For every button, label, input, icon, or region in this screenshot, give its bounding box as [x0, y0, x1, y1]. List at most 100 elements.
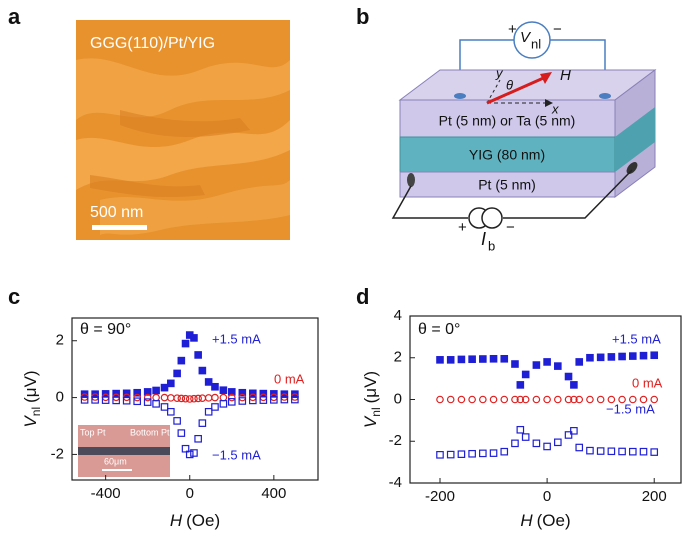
data-point — [122, 389, 131, 398]
data-point — [543, 395, 551, 404]
scale-bar-label: 500 nm — [90, 204, 143, 221]
data-point — [521, 433, 530, 441]
data-point — [211, 393, 219, 402]
inset-band — [78, 447, 170, 455]
data-point — [211, 382, 219, 391]
data-point — [489, 449, 498, 457]
data-point — [564, 395, 573, 404]
data-point — [160, 383, 169, 392]
y-tick-label: 0 — [394, 390, 402, 407]
data-point — [543, 442, 551, 451]
data-point — [80, 396, 89, 404]
data-point — [436, 451, 444, 459]
panel-letter: d — [356, 284, 369, 309]
data-point — [446, 450, 455, 459]
panel-letter: c — [8, 284, 20, 309]
series-label: −1.5 mA — [606, 401, 655, 416]
data-point — [532, 395, 541, 404]
x-axis-symbol: H — [170, 511, 183, 530]
data-point — [468, 395, 476, 404]
data-point — [167, 407, 175, 416]
data-point — [596, 353, 605, 362]
data-point — [133, 388, 141, 397]
data-point — [91, 396, 99, 404]
data-point — [457, 395, 466, 404]
y-axis-unit: (μV) — [361, 371, 380, 403]
data-point — [198, 394, 207, 402]
data-point — [143, 393, 152, 402]
data-point — [219, 400, 228, 408]
data-point — [521, 395, 530, 404]
data-point — [457, 450, 466, 458]
data-point — [516, 381, 525, 389]
inset-label: Top Pt — [80, 427, 106, 437]
current-plus: + — [458, 219, 467, 236]
y-tick-label: 4 — [394, 307, 402, 324]
data-point — [152, 393, 160, 402]
y-tick-label: 0 — [56, 389, 64, 406]
data-point — [468, 355, 476, 364]
data-point — [238, 388, 247, 397]
annotation: θ = 0° — [418, 321, 460, 338]
data-point — [227, 393, 236, 402]
y-axis-sub: nl — [369, 407, 383, 416]
data-point — [152, 400, 160, 408]
series-label: +1.5 mA — [612, 331, 661, 346]
data-point — [219, 393, 228, 402]
inset-label: 60μm — [104, 456, 127, 466]
voltmeter-plus: + — [508, 21, 517, 38]
voltmeter-minus: − — [553, 21, 562, 38]
data-point — [639, 351, 648, 360]
data-point — [101, 396, 110, 404]
y-axis-symbol: V — [361, 415, 380, 428]
data-point — [564, 372, 573, 381]
data-point — [516, 395, 525, 404]
data-point — [219, 386, 228, 394]
data-point — [479, 395, 487, 404]
data-point — [575, 358, 584, 366]
data-point — [259, 396, 268, 404]
data-point — [500, 354, 509, 363]
data-point — [511, 395, 519, 404]
data-point — [618, 447, 626, 456]
x-axis-label: H (Oe) — [520, 511, 570, 530]
data-point — [280, 395, 289, 404]
data-point — [446, 395, 455, 404]
data-point — [436, 356, 444, 364]
data-point — [543, 358, 551, 366]
data-point — [575, 443, 584, 452]
data-point — [516, 425, 525, 434]
y-axis-symbol: V — [21, 415, 40, 428]
x-tick-label: 200 — [642, 488, 667, 505]
data-point — [173, 417, 181, 425]
y-tick-label: 2 — [56, 332, 64, 349]
data-point — [586, 446, 594, 455]
data-point — [586, 353, 594, 362]
data-point — [511, 360, 519, 368]
data-point — [446, 356, 455, 364]
data-point — [227, 388, 236, 396]
data-point — [160, 393, 169, 402]
current-symbol: I — [481, 229, 486, 249]
panel-letter: a — [8, 4, 21, 29]
data-point — [479, 355, 487, 363]
data-point — [607, 353, 616, 361]
data-point — [181, 339, 190, 348]
data-point — [143, 398, 152, 406]
data-point — [554, 362, 562, 370]
data-point — [554, 395, 562, 404]
data-point — [190, 334, 198, 342]
data-point — [181, 394, 190, 403]
data-point — [177, 356, 186, 365]
afm-image — [76, 20, 290, 240]
current-sub: b — [488, 238, 495, 253]
layer-label: Pt (5 nm) or Ta (5 nm) — [439, 113, 576, 129]
data-point — [575, 395, 584, 404]
data-point — [173, 369, 181, 378]
axis-y-label: y — [495, 65, 504, 80]
x-tick-label: 400 — [261, 485, 286, 502]
data-point — [532, 361, 541, 369]
data-point — [639, 395, 648, 404]
data-point — [570, 381, 578, 389]
data-point — [198, 366, 207, 375]
